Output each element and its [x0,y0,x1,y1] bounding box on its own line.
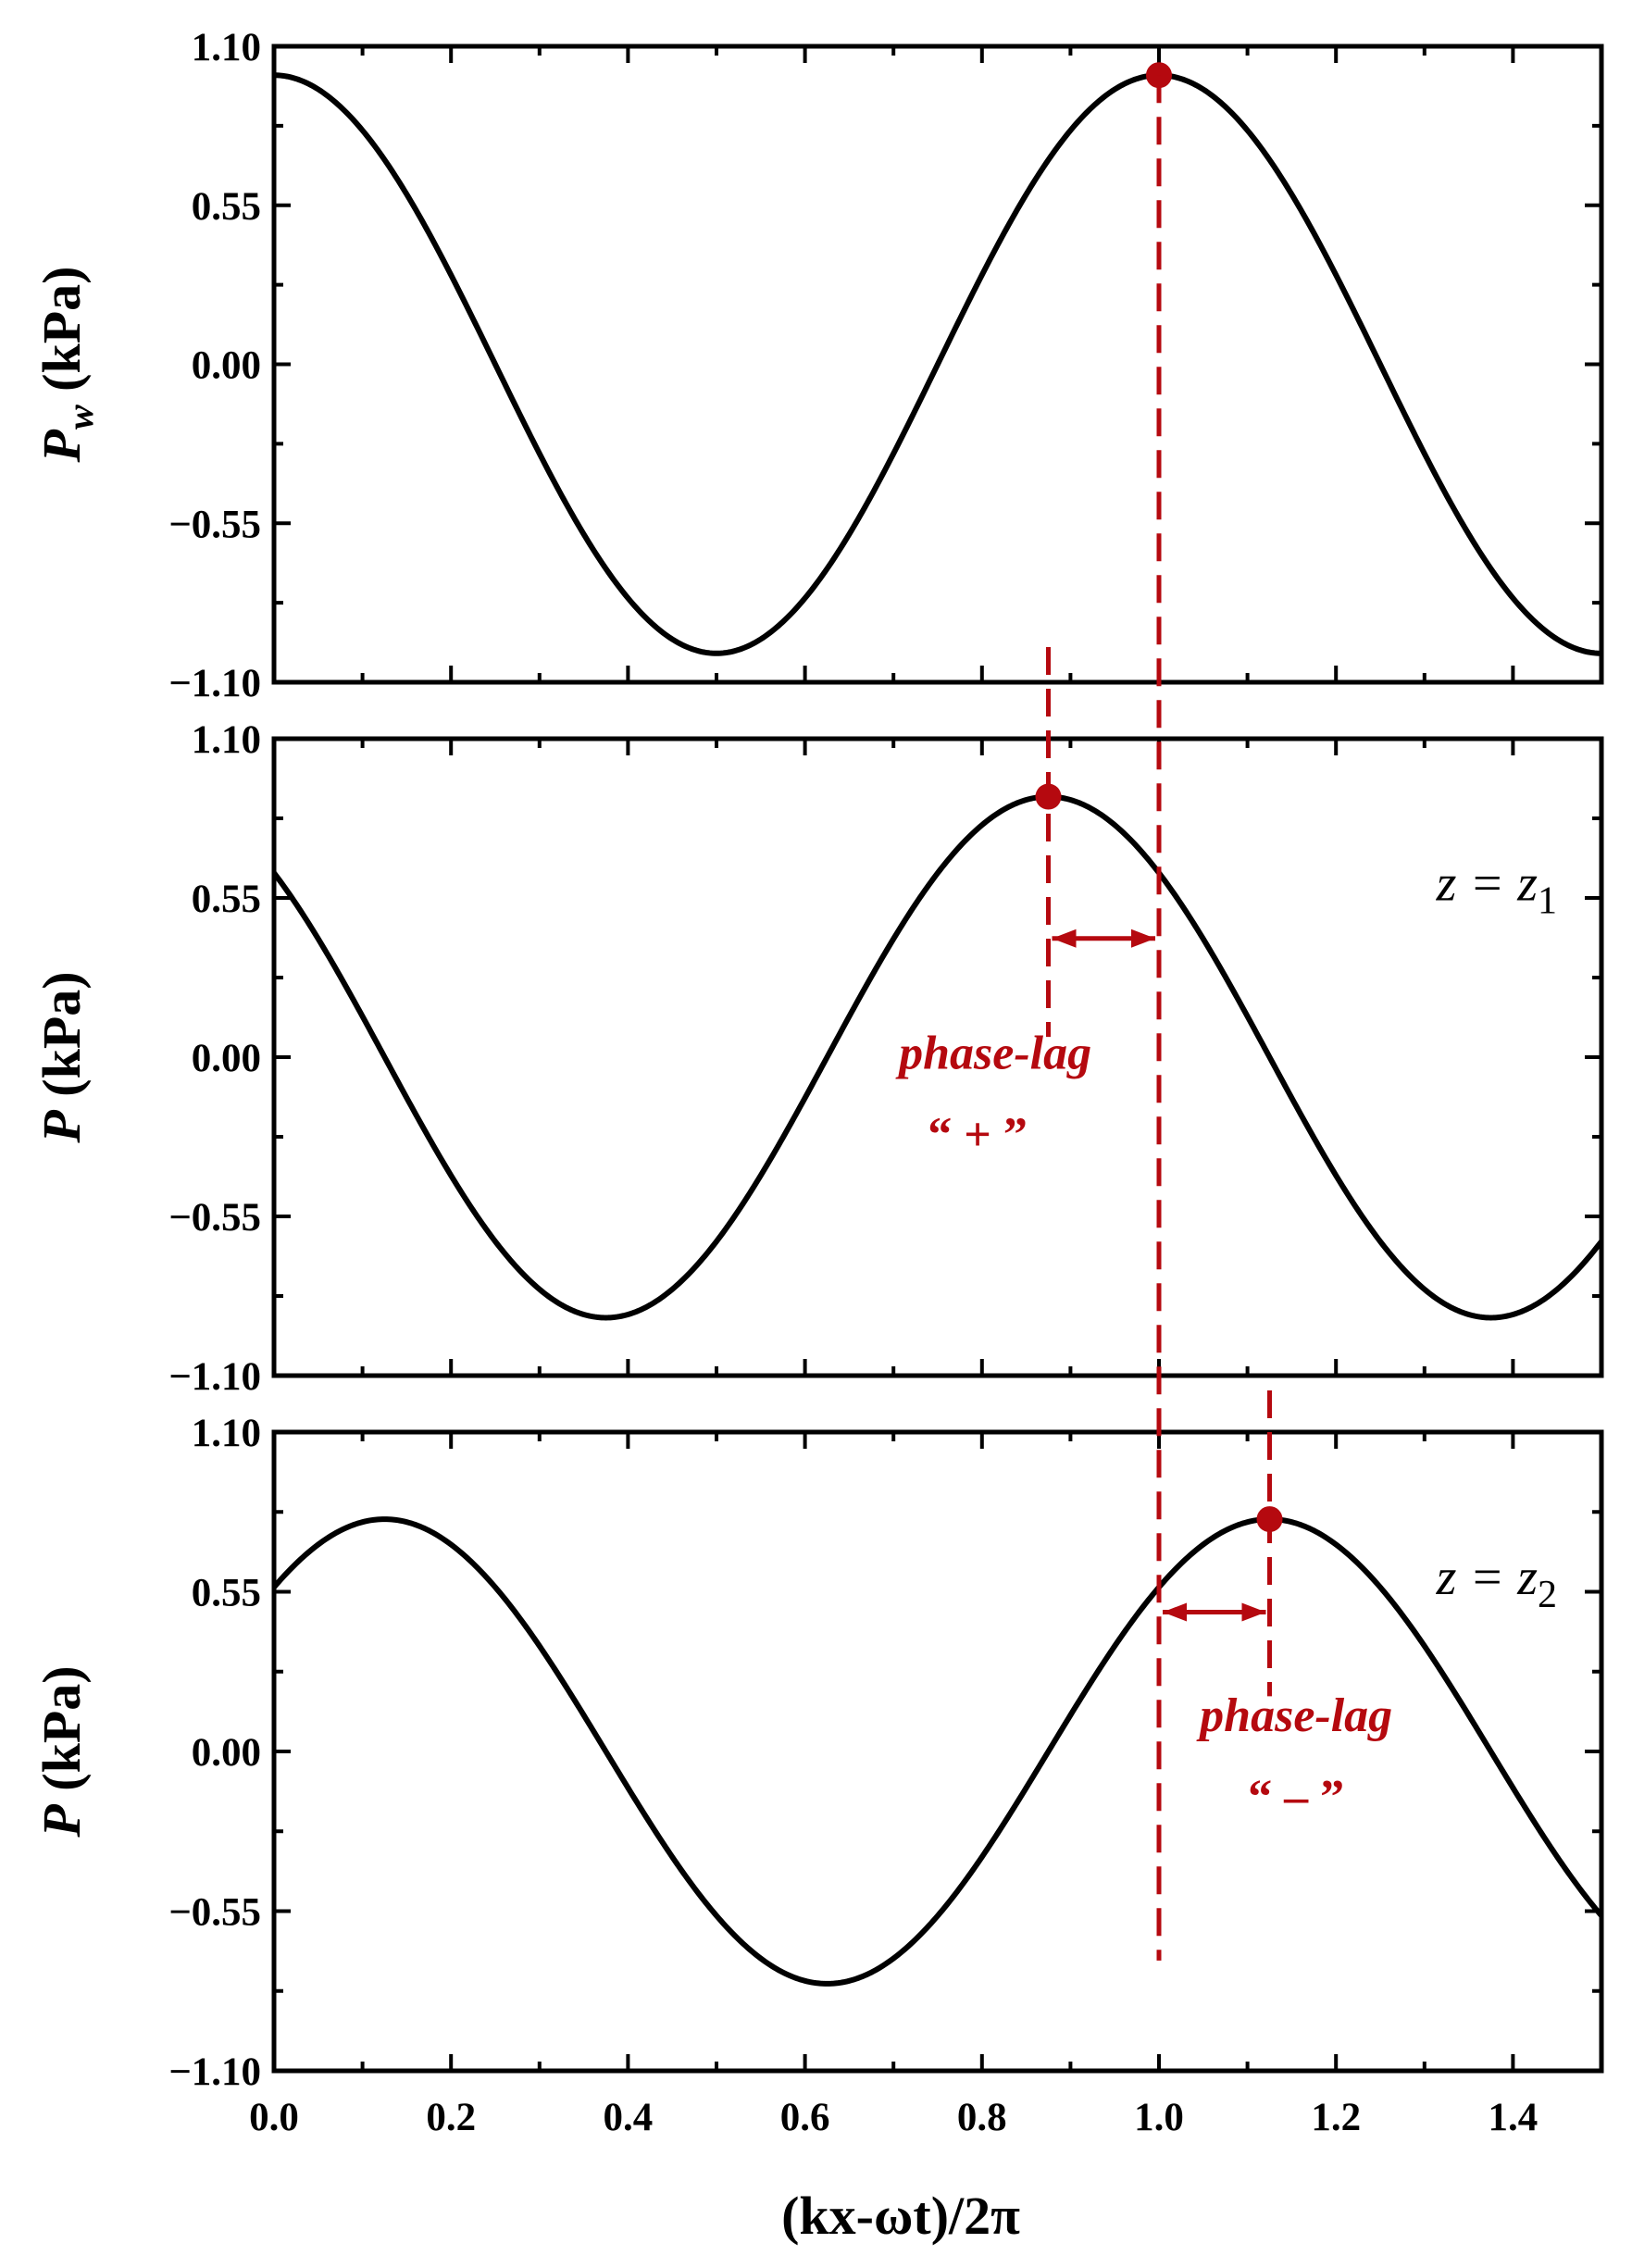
y-tick-label: −1.10 [168,2050,261,2094]
plot-frame [271,1429,1604,2074]
depth-label-subscript: 2 [1538,1574,1557,1616]
y-tick-label: 1.10 [192,26,261,69]
y-axis-title: P (kPa) [31,971,92,1143]
y-axis-title: P (kPa) [31,1665,92,1838]
y-tick-label: 0.55 [192,878,261,921]
y-tick-label: 0.55 [192,185,261,229]
phase-lag-sign: “ + ” [928,1109,1028,1162]
phase-lag-arrowhead-left [1163,1602,1187,1622]
y-tick-label: 1.10 [192,718,261,762]
depth-label-text: z = z [1436,854,1539,912]
phase-lag-arrowhead-left [1052,928,1077,948]
x-tick-label: 0.6 [780,2096,830,2139]
depth-label: z = z1 [1436,854,1557,922]
y-axis-title-unit: (kPa) [31,1665,92,1804]
y-tick-label: −0.55 [168,503,261,546]
y-axis-title: Pw (kPa) [31,267,101,464]
depth-label-text: z = z [1436,1549,1539,1606]
x-tick-label: 0.8 [957,2096,1007,2139]
x-tick-label: 1.4 [1489,2096,1539,2139]
x-tick-label: 1.2 [1311,2096,1361,2139]
depth-label-subscript: 1 [1538,879,1557,922]
x-tick-label: 0.4 [604,2096,654,2139]
y-tick-label: 0.00 [192,344,261,388]
y-axis-title-symbol: P [31,1110,92,1144]
panel-bottom: 1.10 0.55 0.00 −0.55 −1.100.0 0.2 0.4 0.6 0.8 1.0… [31,1412,1604,2246]
x-axis-title: (kx-ωt)/2π [781,2186,1020,2246]
y-tick-label: 1.10 [192,1412,261,1455]
y-tick-label: −0.55 [168,1891,261,1935]
phase-lag-arrowhead-right [1131,928,1155,948]
y-tick-label: 0.00 [192,1037,261,1080]
y-tick-label: −0.55 [168,1196,261,1240]
phase-lag-label: phase-lag [1196,1689,1392,1742]
phase-lag-label: phase-lag [895,1028,1091,1080]
panel-top: 1.10 0.55 0.00 −0.55 −1.10 Pw (kPa) [31,26,1604,705]
y-axis-title-unit: (kPa) [31,971,92,1110]
x-tick-label: 0.0 [249,2096,299,2139]
y-axis-title-unit: (kPa) [31,267,92,405]
y-tick-label: 0.00 [192,1731,261,1775]
panel-middle: 1.10 0.55 0.00 −0.55 −1.10 P (kPa) z = z1 phase… [31,718,1604,1399]
y-tick-label: −1.10 [168,1355,261,1399]
y-tick-label: −1.10 [168,662,261,705]
series-line [271,793,1604,1321]
y-tick-label: 0.55 [192,1572,261,1615]
phase-lag-sign: “ – ” [1248,1771,1344,1824]
phase-lag-arrowhead-right [1241,1602,1266,1622]
series-line [273,72,1602,656]
x-tick-label: 0.2 [426,2096,476,2139]
series-line [271,1516,1604,1987]
y-axis-title-symbol: P [31,1804,92,1838]
y-axis-title-symbol: P [31,429,92,463]
x-tick-label: 1.0 [1134,2096,1184,2139]
y-axis-title-subscript: w [59,405,101,430]
depth-label: z = z2 [1436,1549,1557,1616]
